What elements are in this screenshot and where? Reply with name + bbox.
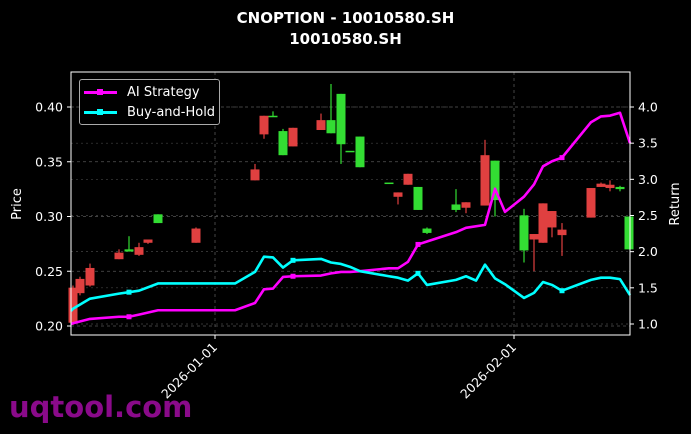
cyan-line-marker-icon: [84, 109, 117, 115]
chart-title-line2: 10010580.SH: [289, 30, 402, 48]
legend-label: Buy-and-Hold: [127, 104, 216, 120]
svg-text:0.40: 0.40: [35, 100, 63, 115]
legend-item-buy-and-hold: Buy-and-Hold: [84, 102, 215, 122]
svg-text:0.30: 0.30: [35, 209, 63, 224]
svg-text:4.0: 4.0: [638, 100, 658, 115]
left-axis-label: Price: [10, 188, 25, 220]
legend-label: AI Strategy: [127, 84, 200, 100]
right-axis-ticks: 1.0 1.5 2.0 2.5 3.0 3.5 4.0: [630, 100, 658, 331]
svg-text:3.0: 3.0: [638, 172, 658, 187]
watermark: uqtool.com: [9, 390, 193, 424]
legend: AI Strategy Buy-and-Hold: [79, 79, 220, 125]
svg-text:0.25: 0.25: [35, 264, 63, 279]
chart-title-line1: CNOPTION - 10010580.SH: [236, 9, 455, 27]
svg-text:2026-02-01: 2026-02-01: [457, 340, 519, 402]
svg-text:1.0: 1.0: [638, 316, 658, 331]
left-axis-ticks: 0.20 0.25 0.30 0.35 0.40: [35, 100, 71, 334]
svg-text:0.35: 0.35: [35, 154, 63, 169]
plot-frame: [70, 71, 631, 336]
x-axis-ticks: 2026-01-01 2026-02-01: [158, 335, 519, 401]
candlesticks: [68, 84, 634, 325]
svg-text:3.5: 3.5: [638, 136, 658, 151]
return-lines: [70, 111, 632, 326]
magenta-line-marker-icon: [84, 89, 117, 95]
right-axis-label: Return: [668, 182, 683, 225]
legend-item-ai-strategy: AI Strategy: [84, 82, 200, 102]
svg-text:2.5: 2.5: [638, 208, 658, 223]
svg-text:0.20: 0.20: [35, 319, 63, 334]
svg-text:1.5: 1.5: [638, 280, 658, 295]
svg-text:2.0: 2.0: [638, 244, 658, 259]
